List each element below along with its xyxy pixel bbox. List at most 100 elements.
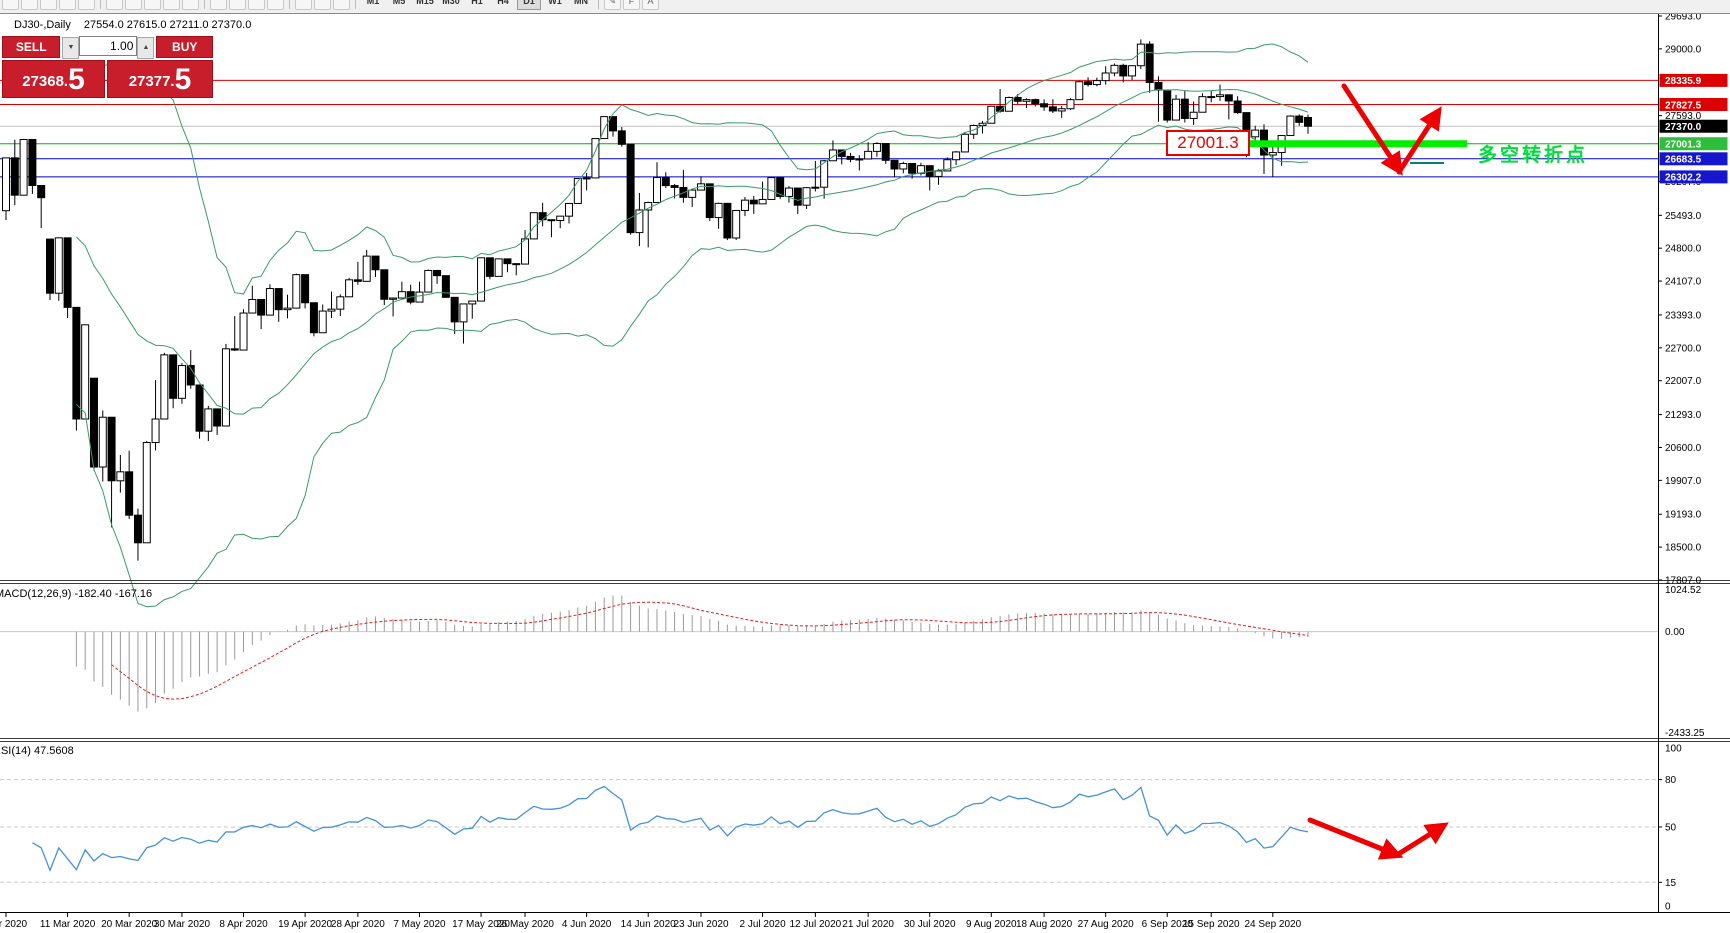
sell-button[interactable]: SELL (2, 36, 61, 58)
date-tick-label[interactable]: 21 Jul 2020 (842, 919, 894, 930)
volume-input[interactable] (79, 36, 138, 56)
timeframe-button-h1[interactable]: H1 (471, 0, 483, 6)
candle-body (1180, 98, 1189, 119)
toolbar-icon[interactable] (21, 0, 38, 10)
toolbar-icon[interactable] (182, 0, 199, 10)
trend-arrow[interactable] (1396, 106, 1442, 175)
toolbar-separator (100, 0, 101, 9)
trend-arrow[interactable] (1394, 822, 1449, 858)
timeframe-button-mn[interactable]: MN (574, 0, 588, 6)
timeframe-button-m30[interactable]: M30 (442, 0, 460, 6)
rsi-axis-label: 0 (1665, 902, 1671, 913)
date-tick-label[interactable]: 30 Mar 2020 (154, 919, 211, 930)
trend-arrow[interactable] (1307, 817, 1404, 860)
sell-price-display[interactable]: 27368. 5 (2, 60, 105, 98)
price-tag-label: 27001.3 (1665, 140, 1702, 151)
price-annotation-box[interactable]: 27001.3 (1166, 130, 1250, 156)
timeframe-button-h4[interactable]: H4 (497, 0, 509, 6)
candle-body (1224, 94, 1233, 102)
volume-increase-button[interactable]: ▲ (137, 37, 155, 59)
date-tick-label[interactable]: 14 Jun 2020 (621, 919, 676, 930)
toolbar-icon[interactable] (163, 0, 180, 10)
date-tick-label[interactable]: 26 May 2020 (496, 919, 554, 930)
trend-arrow[interactable] (1341, 83, 1403, 176)
rsi-axis-label: 15 (1665, 878, 1677, 889)
toolbar-icon[interactable] (78, 0, 95, 10)
date-tick-label[interactable]: 18 Aug 2020 (1016, 919, 1073, 930)
price-tag (1659, 152, 1728, 166)
candle-body (142, 442, 151, 544)
candle-body (468, 300, 477, 305)
candle-body (1101, 72, 1110, 82)
date-tick-label[interactable]: Mar 2020 (0, 919, 28, 930)
date-tick-label[interactable]: 20 Mar 2020 (101, 919, 158, 930)
date-tick-label[interactable]: 17 May 2020 (452, 919, 510, 930)
volume-decrease-button[interactable]: ▼ (62, 37, 80, 59)
candle-body (899, 163, 908, 170)
buy-price-display[interactable]: 27377. 5 (107, 60, 213, 98)
candle-body (318, 310, 327, 334)
timeframe-button-m5[interactable]: M5 (392, 0, 406, 6)
candle-body (503, 258, 512, 265)
candle-body (345, 279, 354, 298)
sell-price-big-digit: 5 (68, 63, 85, 96)
candle-body (1031, 99, 1040, 105)
date-tick-label[interactable]: 15 Sep 2020 (1183, 919, 1240, 930)
price-tick-label: 29693.0 (1665, 12, 1702, 23)
bollinger-upper-band (76, 43, 1309, 295)
toolbar-icon[interactable] (333, 0, 350, 10)
candle-body (1066, 99, 1075, 110)
date-tick-label[interactable]: 6 Sep 2020 (1142, 919, 1194, 930)
label-a-icon[interactable]: A (642, 0, 659, 10)
candle-body (63, 237, 72, 308)
price-tag-label: 27370.0 (1665, 122, 1702, 133)
toolbar-icon[interactable] (125, 0, 142, 10)
toolbar-icon[interactable] (229, 0, 246, 10)
candle-body (1057, 108, 1066, 112)
candle-body (732, 209, 741, 239)
date-tick-label[interactable]: 28 Apr 2020 (331, 919, 385, 930)
timeframe-button-m15[interactable]: M15 (416, 0, 434, 6)
toolbar-icon[interactable] (267, 0, 284, 10)
top-toolbar: M1 M5 M15 M30 H1 H4 D1 W1 MN ✎ F A (0, 0, 1730, 14)
date-tick-label[interactable]: 2 Jul 2020 (739, 919, 786, 930)
timeframe-button-m1[interactable]: M1 (366, 0, 380, 6)
date-tick-label[interactable]: 7 May 2020 (393, 919, 446, 930)
buy-price-main: 27377. (128, 73, 175, 90)
toolbar-icon[interactable] (314, 0, 331, 10)
date-tick-label[interactable]: 23 Jun 2020 (673, 919, 728, 930)
candle-body (327, 308, 336, 312)
timeframe-button-d1[interactable]: D1 (517, 0, 541, 10)
candle-body (1075, 81, 1084, 101)
date-tick-label[interactable]: 11 Mar 2020 (40, 919, 96, 930)
candle-body (265, 288, 274, 316)
label-f-icon[interactable]: F (623, 0, 640, 10)
buy-button[interactable]: BUY (156, 36, 213, 58)
date-tick-label[interactable]: 9 Aug 2020 (966, 919, 1017, 930)
date-tick-label[interactable]: 27 Aug 2020 (1078, 919, 1135, 930)
date-tick-label[interactable]: 19 Apr 2020 (278, 919, 332, 930)
candle-body (485, 257, 494, 277)
toolbar-icon[interactable] (248, 0, 265, 10)
toolbar-icon[interactable] (40, 0, 57, 10)
pivot-note-text[interactable]: 多空转折点 (1478, 145, 1589, 166)
candle-body (688, 189, 697, 198)
toolbar-icon[interactable] (295, 0, 312, 10)
candle-body (459, 303, 468, 323)
date-tick-label[interactable]: 4 Jun 2020 (562, 919, 612, 930)
toolbar-icon[interactable] (106, 0, 123, 10)
date-tick-label[interactable]: 30 Jul 2020 (904, 919, 956, 930)
toolbar-icon[interactable] (210, 0, 227, 10)
toolbar-icon[interactable] (59, 0, 76, 10)
timeframe-button-w1[interactable]: W1 (548, 0, 562, 6)
pencil-icon[interactable]: ✎ (604, 0, 621, 10)
candle-body (723, 202, 732, 239)
toolbar-icon[interactable] (144, 0, 161, 10)
toolbar-icon[interactable] (2, 0, 19, 10)
date-tick-label[interactable]: 8 Apr 2020 (219, 919, 268, 930)
price-tick-label: 19193.0 (1665, 510, 1702, 521)
date-tick-label[interactable]: 12 Jul 2020 (789, 919, 841, 930)
date-tick-label[interactable]: 24 Sep 2020 (1244, 919, 1301, 930)
candle-body (160, 354, 169, 420)
